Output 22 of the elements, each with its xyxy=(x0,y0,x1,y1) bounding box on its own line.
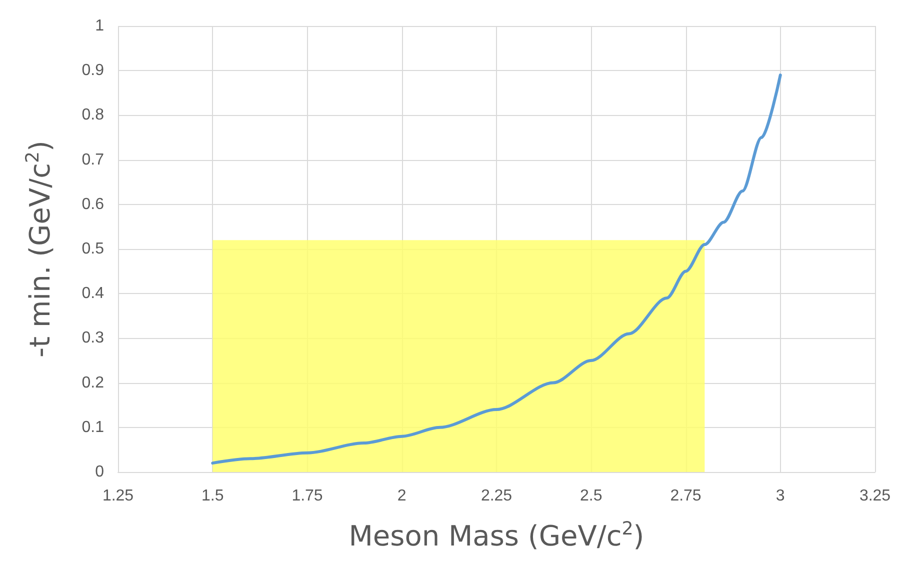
x-tick-label: 1.5 xyxy=(202,488,224,504)
y-tick-label: 0.4 xyxy=(82,285,104,302)
x-tick-label: 3.25 xyxy=(859,488,891,504)
y-tick-label: 0.2 xyxy=(82,374,104,392)
x-tick-label: 2.25 xyxy=(480,488,512,504)
line-series xyxy=(211,74,782,465)
y-tick-label: 0 xyxy=(95,464,104,480)
y-tick-label: 0.3 xyxy=(82,330,104,347)
y-tick-label: 0.8 xyxy=(82,106,104,124)
x-tick-label: 2.75 xyxy=(670,488,702,504)
x-tick-label: 3 xyxy=(776,488,785,504)
y-tick-label: 1 xyxy=(95,18,104,34)
x-tick-label: 1.75 xyxy=(292,488,323,504)
y-tick-label: 0.5 xyxy=(82,240,104,258)
y-tick-label: 0.1 xyxy=(82,418,104,436)
x-tick-label: 2.5 xyxy=(580,488,602,504)
y-axis-title: -t min. (GeV/c2) xyxy=(22,140,56,358)
x-tick-label: 2 xyxy=(397,488,406,504)
y-tick-label: 0.9 xyxy=(82,62,104,80)
y-tick-label: 0.6 xyxy=(82,196,104,213)
x-tick-label: 1.25 xyxy=(102,488,134,504)
y-tick-label: 0.7 xyxy=(82,151,104,168)
